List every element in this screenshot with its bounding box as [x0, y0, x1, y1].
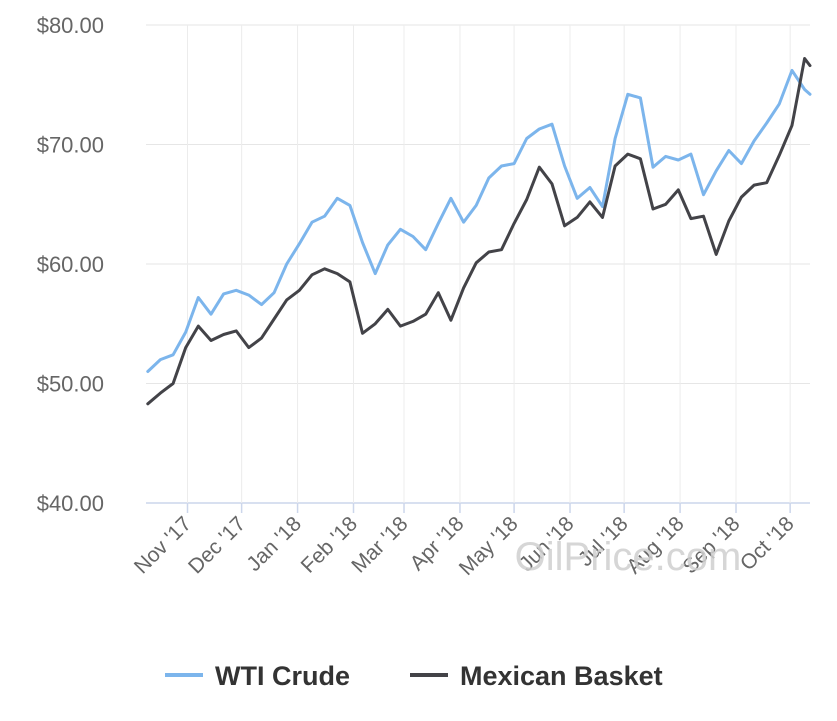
y-axis-ticks: $40.00 $50.00 $60.00 $70.00 $80.00: [37, 13, 104, 516]
x-tick-label: Nov '17: [130, 512, 196, 578]
chart-grid: [146, 24, 810, 513]
series-line-wti-crude: [146, 68, 812, 373]
y-tick-label: $70.00: [37, 133, 104, 158]
x-tick-label: Oct '18: [736, 512, 799, 575]
y-tick-label: $80.00: [37, 13, 104, 38]
y-tick-label: $60.00: [37, 252, 104, 277]
x-tick-label: Jan '18: [242, 512, 306, 576]
series-line-mexican-basket: [146, 57, 812, 406]
y-tick-label: $40.00: [37, 491, 104, 516]
x-tick-label: May '18: [455, 512, 523, 580]
legend-label-wti-crude[interactable]: WTI Crude: [215, 661, 350, 691]
x-tick-label: Mar '18: [347, 512, 412, 577]
series-lines: [146, 57, 812, 406]
x-tick-label: Dec '17: [184, 512, 250, 578]
legend-label-mexican-basket[interactable]: Mexican Basket: [460, 661, 663, 691]
x-tick-label: Feb '18: [297, 512, 362, 577]
y-tick-label: $50.00: [37, 372, 104, 397]
watermark-text: OilPrice.com: [515, 535, 742, 579]
legend: WTI Crude Mexican Basket: [165, 661, 663, 691]
